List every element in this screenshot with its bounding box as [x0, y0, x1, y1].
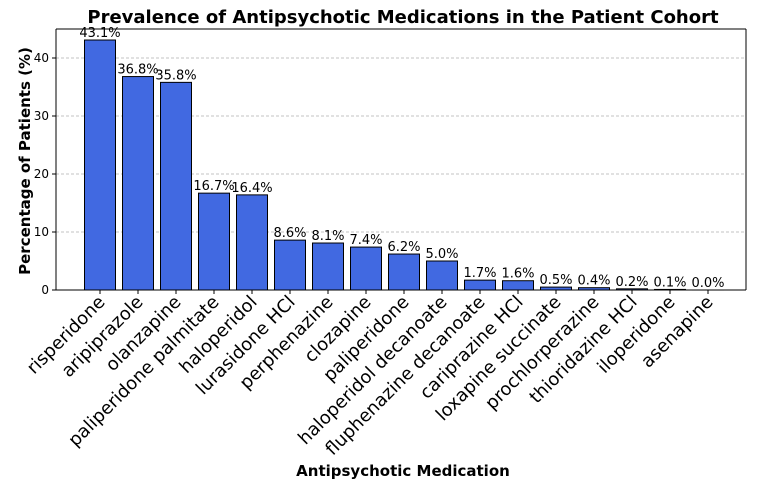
y-tick-label: 10 — [34, 225, 49, 239]
data-label: 5.0% — [425, 247, 458, 262]
y-tick-label: 30 — [34, 109, 49, 123]
data-label: 7.4% — [349, 233, 382, 248]
data-label: 36.8% — [117, 63, 158, 78]
bar-perphenazine — [312, 242, 344, 291]
data-label: 16.4% — [231, 181, 272, 196]
x-axis-ticks: risperidonearipiprazoleolanzapinepaliper… — [23, 290, 718, 460]
bar-clozapine — [350, 246, 382, 291]
bar-haloperidol-decanoate — [426, 260, 458, 291]
data-label: 1.6% — [501, 267, 534, 282]
data-label: 0.4% — [577, 274, 610, 289]
data-label: 43.1% — [79, 26, 120, 41]
data-label: 0.0% — [691, 276, 724, 291]
data-labels: 43.1% 36.8%35.8% 16.7%16.4% 8.6% 8.1% 7.4% 6.2… — [79, 26, 724, 291]
data-label: 0.2% — [615, 275, 648, 290]
bar-paliperidone — [388, 253, 420, 291]
bar-haloperidol — [236, 194, 268, 291]
grid-lines — [56, 57, 746, 233]
y-tick-label: 40 — [34, 51, 49, 65]
y-tick-label: 20 — [34, 167, 49, 181]
y-tick-label: 0 — [41, 283, 49, 297]
bar-aripiprazole — [122, 76, 154, 291]
data-label: 0.5% — [539, 273, 572, 288]
data-label: 0.1% — [653, 275, 686, 290]
bar-fluphenazine-decanoate — [464, 279, 496, 291]
bar-olanzapine — [160, 81, 192, 291]
data-label: 6.2% — [387, 240, 420, 255]
chart-title: Prevalence of Antipsychotic Medications … — [87, 7, 719, 28]
data-label: 35.8% — [155, 68, 196, 83]
data-label: 8.6% — [273, 226, 306, 241]
data-label: 16.7% — [193, 179, 234, 194]
bar-risperidone — [84, 39, 116, 291]
y-axis-label: Percentage of Patients (%) — [16, 47, 34, 275]
data-label: 8.1% — [311, 229, 344, 244]
x-axis-label: Antipsychotic Medication — [296, 462, 510, 480]
y-axis-ticks: 0 10 20 30 40 — [34, 51, 56, 297]
bar-cariprazine-hcl — [502, 280, 534, 291]
data-label: 1.7% — [463, 266, 496, 281]
bar-lurasidone-hcl — [274, 239, 306, 291]
bar-paliperidone-palmitate — [198, 192, 230, 291]
